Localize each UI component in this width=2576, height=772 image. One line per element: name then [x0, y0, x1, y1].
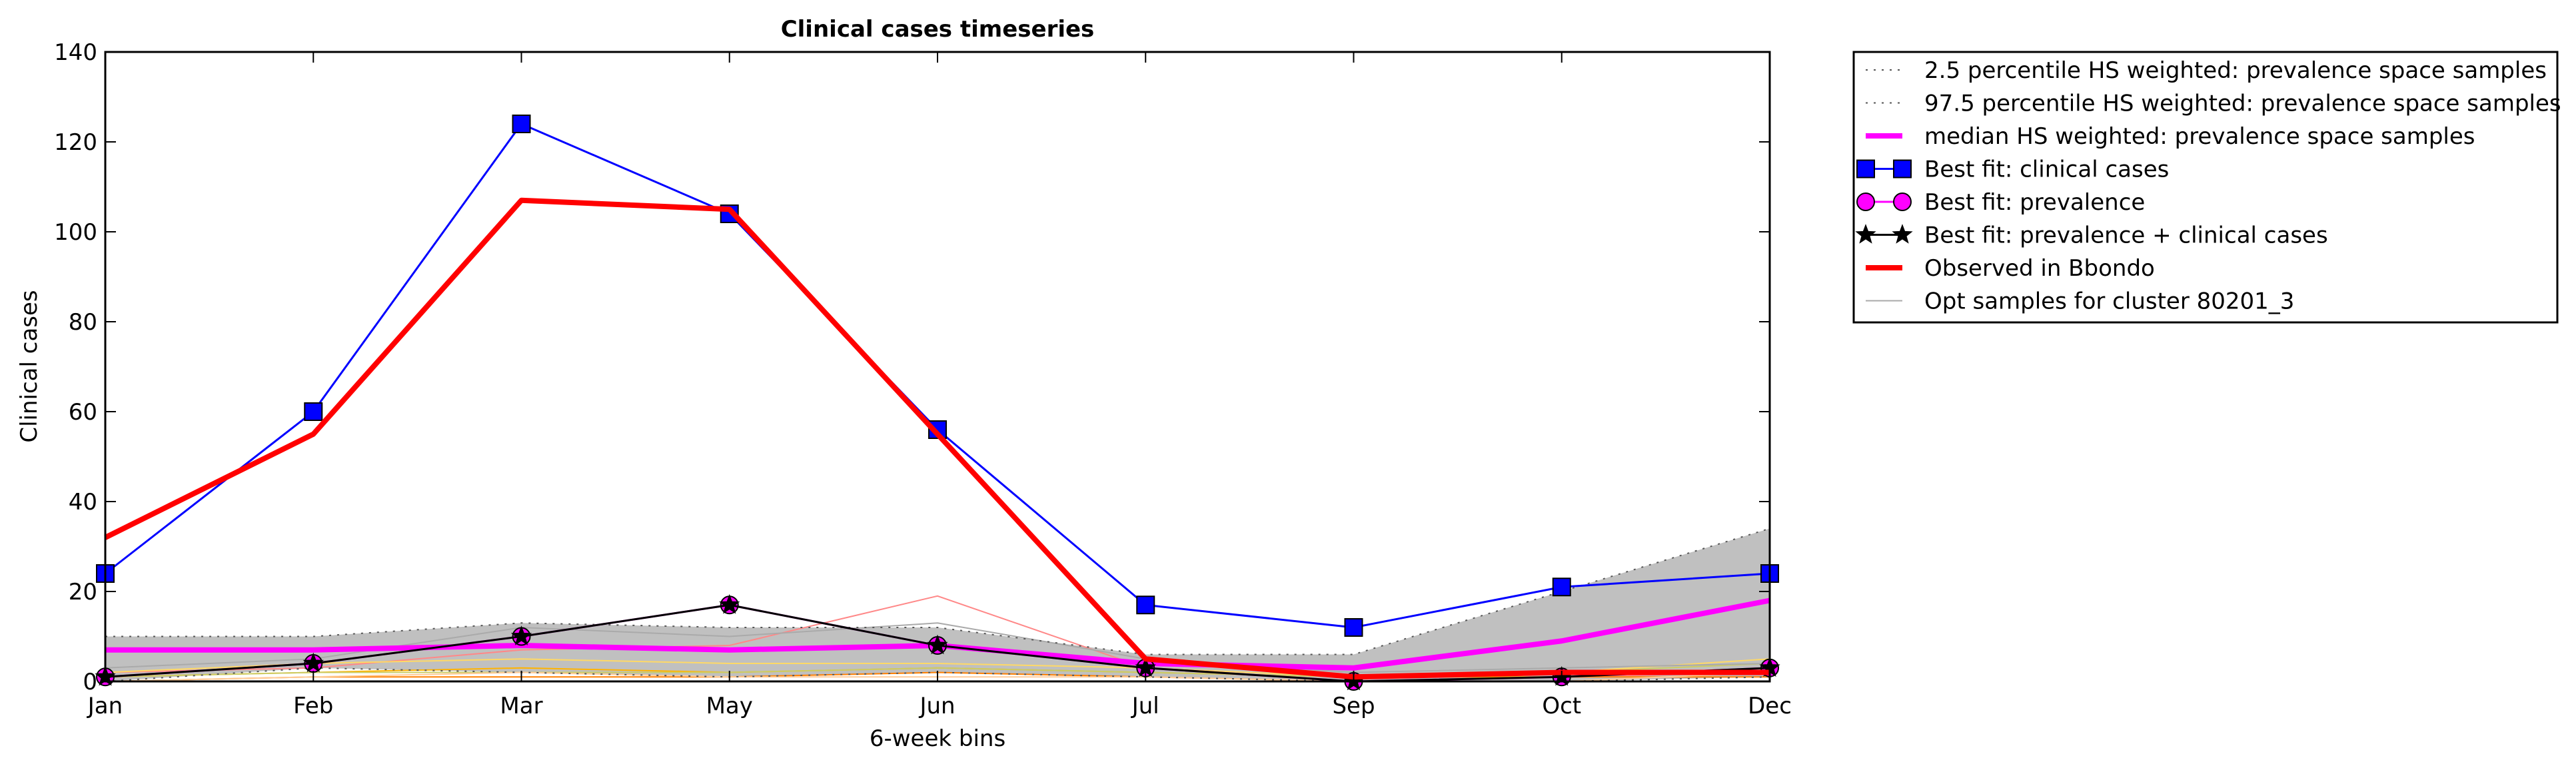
x-axis-label: 6-week bins	[870, 725, 1005, 752]
point-best-fit-clinical-cases-5	[1136, 595, 1155, 615]
legend-label-best-fit-prevalence-clinical-cases: Best fit: prevalence + clinical cases	[1924, 222, 2328, 249]
x-tick-label: Mar	[500, 693, 542, 719]
y-axis-label: Clinical cases	[16, 290, 43, 442]
x-tick-label: Oct	[1542, 693, 1581, 719]
point-best-fit-prevalence-clinical-cases-4	[927, 634, 948, 655]
point-best-fit-clinical-cases-7	[1552, 578, 1571, 597]
y-tick-label: 60	[69, 399, 97, 426]
legend-marker-best-fit-prevalence-b	[1893, 193, 1912, 211]
point-best-fit-clinical-cases-1	[304, 402, 323, 421]
y-axis: 0 20 40 60 80 100 120 140	[54, 39, 1770, 695]
x-tick-label: Jan	[87, 693, 123, 719]
y-tick-label: 80	[69, 309, 97, 336]
legend-marker-best-fit-prevalence-clinical-cases-a	[1855, 224, 1876, 244]
legend-label-97-5-percentile-hs-weighted-prevalence-space-samples: 97.5 percentile HS weighted: prevalence …	[1924, 91, 2561, 117]
plot-area-frame	[104, 51, 1771, 683]
series-line-observed-in-bbondo	[104, 197, 1770, 680]
series-line-best-fit-clinical-cases	[105, 123, 1770, 629]
legend-marker-best-fit-clinical-cases-b	[1893, 159, 1912, 179]
y-tick-label: 140	[54, 39, 97, 66]
legend-label-2-5-percentile-hs-weighted-prevalence-space-samples: 2.5 percentile HS weighted: prevalence s…	[1924, 57, 2547, 84]
y-tick-label: 20	[69, 579, 97, 605]
point-best-fit-clinical-cases-6	[1344, 618, 1363, 637]
legend-label-observed-in-bbondo: Observed in Bbondo	[1924, 255, 2155, 282]
point-best-fit-prevalence-clinical-cases-2	[510, 625, 532, 645]
y-tick-label: 100	[54, 219, 97, 246]
chart-title: Clinical cases timeseries	[781, 16, 1095, 43]
x-tick-label: Sep	[1332, 693, 1375, 719]
legend-label-best-fit-prevalence: Best fit: prevalence	[1924, 189, 2145, 216]
x-tick-label: Dec	[1748, 693, 1792, 719]
x-tick-label: Feb	[293, 693, 333, 719]
series-lines	[95, 115, 1780, 691]
legend-label-median-hs-weighted-prevalence-space-samples: median HS weighted: prevalence space sam…	[1924, 123, 2475, 150]
x-tick-label: Jul	[1131, 693, 1159, 719]
x-axis: Jan Feb Mar May Jun Jul Sep Oct Dec	[87, 52, 1792, 719]
legend-frame	[1852, 51, 2559, 324]
y-tick-label: 0	[83, 669, 97, 695]
series-line-97-5-percentile-hs-weighted-prevalence-space-samples	[105, 528, 1770, 655]
x-tick-label: May	[706, 693, 753, 719]
legend-marker-best-fit-prevalence-clinical-cases-b	[1892, 224, 1913, 244]
legend-marker-best-fit-prevalence-a	[1856, 193, 1875, 211]
point-best-fit-clinical-cases-2	[512, 115, 531, 133]
y-tick-label: 120	[54, 129, 97, 156]
legend-marker-best-fit-clinical-cases-a	[1856, 159, 1875, 179]
legend: 2.5 percentile HS weighted: prevalence s…	[1852, 51, 2561, 324]
legend-label-best-fit-clinical-cases: Best fit: clinical cases	[1924, 157, 2169, 183]
y-tick-label: 40	[69, 489, 97, 516]
point-best-fit-prevalence-clinical-cases-3	[719, 593, 740, 614]
point-best-fit-prevalence-clinical-cases-1	[303, 652, 324, 673]
legend-label-opt-samples-for-cluster-80201-3: Opt samples for cluster 80201_3	[1924, 288, 2294, 315]
x-tick-label: Jun	[918, 693, 955, 719]
